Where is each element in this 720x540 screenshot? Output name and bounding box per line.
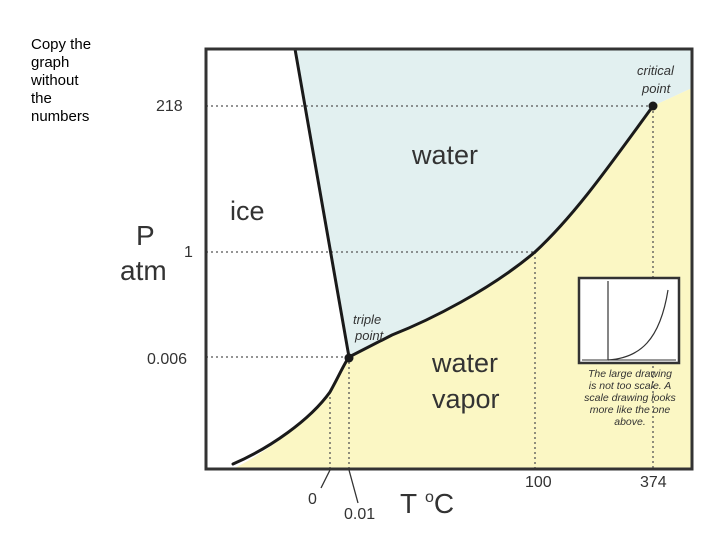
inset-caption: The large drawing is not too scale. A sc… (584, 368, 676, 428)
region-label-vapor-line1: water (431, 348, 498, 378)
x-tick-0-leader (320, 469, 331, 489)
x-tick-100: 100 (525, 474, 552, 491)
vaporization-curve (347, 104, 655, 359)
inset-caption-line2: is not too scale. A (589, 380, 672, 392)
y-axis-symbol: P (136, 220, 155, 251)
region-label-ice: ice (230, 196, 265, 226)
inset-caption-line5: above. (614, 416, 646, 428)
inset-caption-line1: The large drawing (588, 368, 672, 380)
x-tick-001-leader (348, 469, 359, 504)
sublimation-curve (231, 355, 351, 466)
critical-point-marker (648, 101, 658, 111)
triple-point-label-line2: point (354, 328, 385, 343)
inset-frame (577, 276, 681, 365)
melting-curve (293, 47, 351, 359)
inset-vapor-curve (607, 289, 669, 361)
critical-point-label-line2: point (641, 81, 672, 96)
x-tick-001: 0.01 (344, 506, 375, 523)
y-tick-1: 1 (184, 244, 193, 261)
x-axis-symbol: T (400, 488, 417, 519)
critical-point-label-line1: critical (637, 63, 675, 78)
x-axis-title: T oC (400, 488, 454, 519)
region-label-water: water (411, 140, 478, 170)
triple-point-marker (344, 353, 354, 363)
gas-region (233, 88, 692, 469)
y-axis-unit: atm (120, 255, 167, 286)
triple-point-label-line1: triple (353, 312, 381, 327)
liquid-region (295, 49, 692, 357)
inset-caption-line3: scale drawing looks (584, 392, 676, 404)
instruction-note: Copy the graph without the numbers (31, 36, 92, 125)
y-tick-0006: 0.006 (147, 351, 187, 368)
region-label-vapor-line2: vapor (432, 384, 500, 414)
plot-frame (204, 47, 694, 471)
x-tick-374: 374 (640, 474, 667, 491)
x-axis-unit: oC (425, 488, 454, 519)
inset-caption-line4: more like the one (590, 404, 671, 416)
inset-scale-drawing (577, 276, 681, 365)
x-tick-0: 0 (308, 491, 317, 508)
y-tick-218: 218 (156, 98, 183, 115)
